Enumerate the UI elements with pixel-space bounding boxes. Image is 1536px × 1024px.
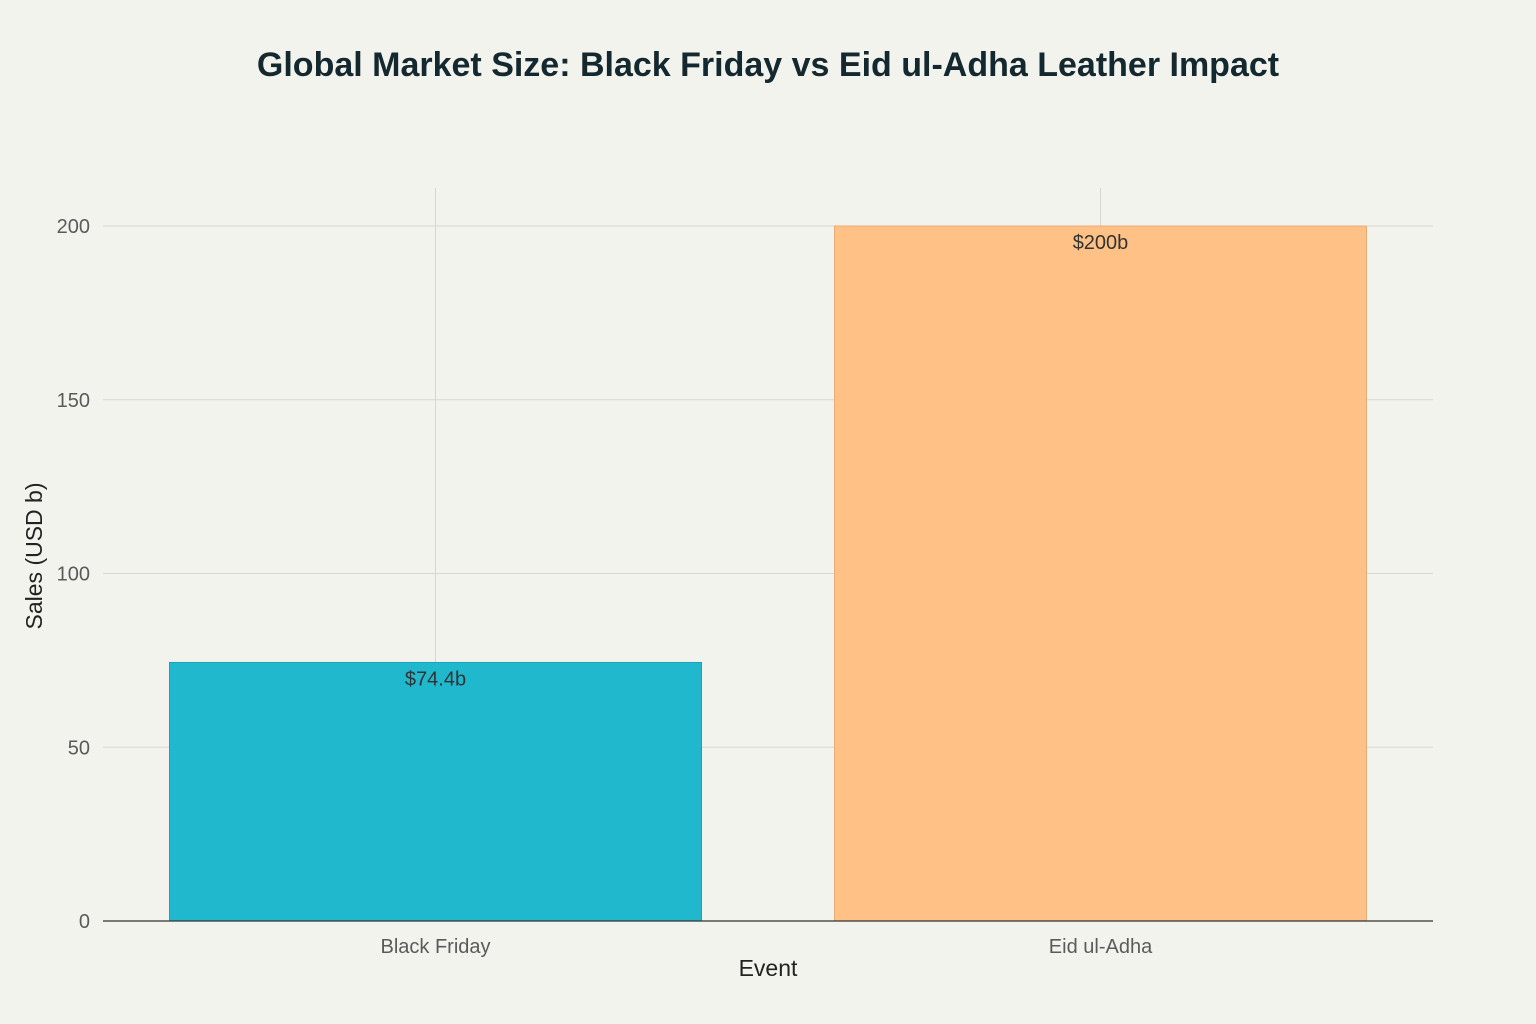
x-tick-label: Black Friday (380, 936, 490, 958)
bar-black-friday (169, 661, 702, 922)
data-label: $74.4b (405, 668, 466, 690)
bars (169, 225, 1367, 922)
bar-eid-ul-adha (834, 225, 1367, 922)
x-axis-ticks: Black Friday Eid ul-Adha (380, 936, 1153, 958)
data-label: $200b (1073, 232, 1129, 254)
y-tick-label: 150 (57, 390, 90, 412)
x-tick-label: Eid ul-Adha (1049, 936, 1153, 958)
y-tick-label: 100 (57, 564, 90, 586)
y-axis-title: Sales (USD b) (21, 483, 47, 630)
x-axis-title: Event (739, 955, 798, 981)
chart-title: Global Market Size: Black Friday vs Eid … (257, 46, 1279, 84)
data-labels: $74.4b $200b (405, 232, 1128, 690)
y-axis-ticks: 0 50 100 150 200 (57, 216, 90, 933)
y-tick-label: 0 (79, 911, 90, 933)
y-tick-label: 50 (68, 737, 90, 759)
y-tick-label: 200 (57, 216, 90, 238)
